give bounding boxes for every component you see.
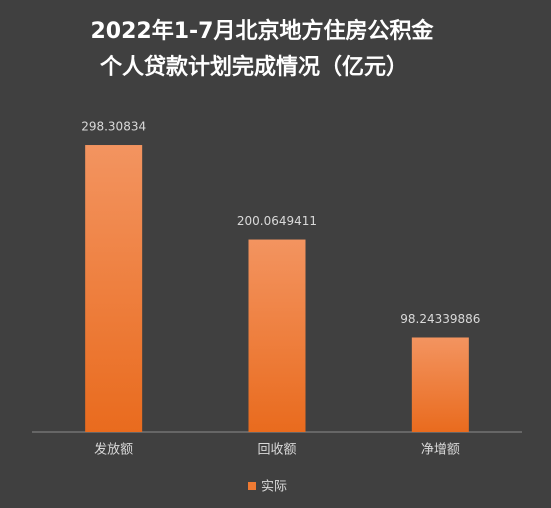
x-tick-label: 发放额 (94, 442, 133, 458)
chart-title: 2022年1-7月北京地方住房公积金 (91, 18, 435, 44)
x-tick-label: 净增额 (421, 443, 460, 458)
legend-label: 实际 (261, 480, 287, 495)
x-tick-label: 回收额 (257, 443, 296, 458)
bar (248, 239, 306, 432)
data-label: 298.30834 (81, 120, 146, 134)
legend-swatch (248, 482, 256, 490)
bar (85, 145, 143, 432)
bar (411, 337, 469, 432)
data-label: 200.0649411 (237, 214, 317, 228)
data-label: 98.24339886 (400, 312, 480, 326)
chart-title: 个人贷款计划完成情况（亿元） (100, 54, 408, 80)
